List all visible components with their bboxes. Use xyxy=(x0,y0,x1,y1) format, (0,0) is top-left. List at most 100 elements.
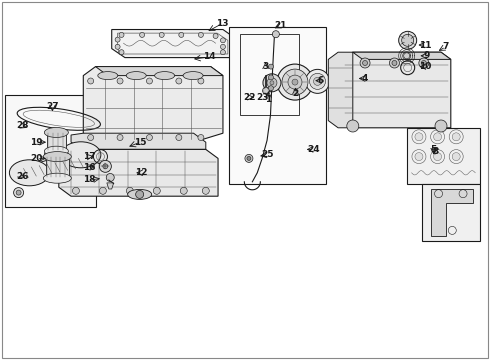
Circle shape xyxy=(119,50,124,55)
Circle shape xyxy=(314,77,321,85)
Text: 4: 4 xyxy=(362,74,368,83)
Circle shape xyxy=(14,188,24,198)
Circle shape xyxy=(136,190,144,198)
Circle shape xyxy=(176,78,182,84)
Ellipse shape xyxy=(126,72,146,80)
Ellipse shape xyxy=(183,72,203,80)
Circle shape xyxy=(117,78,123,84)
Text: 25: 25 xyxy=(261,150,273,159)
Circle shape xyxy=(452,133,460,141)
Circle shape xyxy=(115,37,120,42)
Ellipse shape xyxy=(128,189,151,199)
Circle shape xyxy=(415,133,423,141)
Ellipse shape xyxy=(45,127,68,138)
Circle shape xyxy=(202,187,209,194)
Circle shape xyxy=(198,135,204,140)
Circle shape xyxy=(147,135,152,140)
Circle shape xyxy=(269,64,273,69)
Text: 16: 16 xyxy=(83,163,96,172)
Polygon shape xyxy=(20,150,91,177)
Bar xyxy=(422,184,480,241)
Circle shape xyxy=(421,60,426,66)
Text: 11: 11 xyxy=(419,40,432,49)
Circle shape xyxy=(153,187,160,194)
Text: 13: 13 xyxy=(216,19,229,28)
Circle shape xyxy=(220,38,225,43)
Polygon shape xyxy=(71,133,206,149)
Circle shape xyxy=(363,60,368,66)
Circle shape xyxy=(292,79,298,85)
Text: 12: 12 xyxy=(135,168,148,177)
Polygon shape xyxy=(59,149,218,196)
Circle shape xyxy=(288,75,302,89)
Circle shape xyxy=(245,154,253,162)
Circle shape xyxy=(147,78,152,84)
Circle shape xyxy=(99,160,111,172)
Circle shape xyxy=(434,153,441,161)
Circle shape xyxy=(434,133,441,141)
Ellipse shape xyxy=(61,142,101,168)
Circle shape xyxy=(73,187,79,194)
Circle shape xyxy=(306,69,329,93)
Circle shape xyxy=(310,73,325,89)
Circle shape xyxy=(115,44,120,49)
Circle shape xyxy=(419,58,429,68)
Circle shape xyxy=(220,44,225,49)
Text: 2: 2 xyxy=(293,89,298,98)
Circle shape xyxy=(347,120,359,132)
Circle shape xyxy=(198,32,203,37)
Text: 26: 26 xyxy=(16,172,28,181)
Circle shape xyxy=(435,120,447,132)
Circle shape xyxy=(119,32,124,37)
Circle shape xyxy=(179,32,184,37)
Text: 14: 14 xyxy=(203,52,216,61)
Circle shape xyxy=(263,74,281,92)
Circle shape xyxy=(392,60,397,66)
Circle shape xyxy=(272,31,279,38)
Circle shape xyxy=(106,174,114,181)
Text: 22: 22 xyxy=(244,93,256,102)
Circle shape xyxy=(117,135,123,140)
Text: 19: 19 xyxy=(30,138,43,147)
Text: 7: 7 xyxy=(442,42,449,51)
Bar xyxy=(240,34,299,115)
Text: 18: 18 xyxy=(83,175,96,184)
Bar xyxy=(5,95,96,207)
Bar xyxy=(47,132,66,151)
Circle shape xyxy=(270,81,274,85)
Circle shape xyxy=(277,64,313,100)
Circle shape xyxy=(88,135,94,140)
Circle shape xyxy=(415,153,423,161)
Polygon shape xyxy=(20,150,91,177)
Circle shape xyxy=(269,75,273,80)
Polygon shape xyxy=(96,67,223,76)
Text: 8: 8 xyxy=(433,147,439,156)
Text: 20: 20 xyxy=(30,154,43,163)
Circle shape xyxy=(16,190,21,195)
Text: 23: 23 xyxy=(256,93,269,102)
Text: 9: 9 xyxy=(423,51,430,60)
Circle shape xyxy=(103,164,108,169)
Circle shape xyxy=(180,187,187,194)
Polygon shape xyxy=(328,52,353,128)
Circle shape xyxy=(176,135,182,140)
Circle shape xyxy=(198,78,204,84)
Polygon shape xyxy=(343,52,451,128)
Circle shape xyxy=(282,69,308,95)
Circle shape xyxy=(213,33,218,39)
Circle shape xyxy=(404,53,410,59)
Circle shape xyxy=(269,86,273,91)
Ellipse shape xyxy=(155,72,174,80)
Circle shape xyxy=(402,34,414,46)
Text: 24: 24 xyxy=(307,145,320,154)
Bar xyxy=(229,27,326,184)
Circle shape xyxy=(140,32,145,37)
Bar xyxy=(407,128,480,184)
Ellipse shape xyxy=(43,173,72,183)
Polygon shape xyxy=(107,183,114,189)
Polygon shape xyxy=(112,30,235,58)
Circle shape xyxy=(263,87,270,94)
Text: 5: 5 xyxy=(431,145,437,154)
Text: 1: 1 xyxy=(266,94,271,104)
Ellipse shape xyxy=(45,146,68,156)
